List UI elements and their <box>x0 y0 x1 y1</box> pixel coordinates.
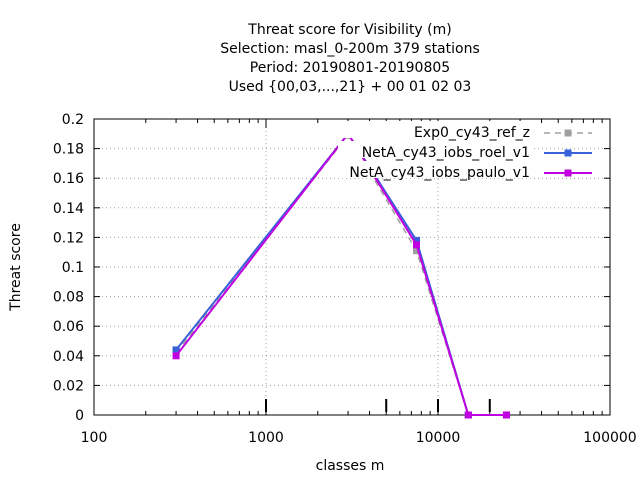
y-tick-label: 0.18 <box>53 142 84 158</box>
y-tick-label: 0.08 <box>53 290 84 306</box>
series-point-3 <box>502 411 510 419</box>
class-markers <box>265 399 491 412</box>
series <box>172 130 510 419</box>
series-point-3 <box>464 411 472 419</box>
title-line: Selection: masl_0-200m 379 stations <box>220 41 480 57</box>
y-tick-label: 0.04 <box>53 349 84 365</box>
y-tick-label: 0.1 <box>62 260 84 276</box>
y-tick-label: 0.2 <box>62 112 84 128</box>
legend-bg <box>338 141 534 158</box>
y-tick-label: 0.02 <box>53 378 84 394</box>
legend-label: NetA_cy43_iobs_paulo_v1 <box>349 165 530 181</box>
title-line: Used {00,03,...,21} + 00 01 02 03 <box>229 79 472 95</box>
x-axis: 100 1000 10000 100000 <box>81 119 637 446</box>
x-tick-label: 100000 <box>583 430 636 446</box>
y-tick-label: 0.06 <box>53 319 84 335</box>
legend-swatch-marker <box>564 169 572 177</box>
title-line: Period: 20190801-20190805 <box>250 60 450 76</box>
legend-swatch-marker <box>564 129 572 137</box>
y-axis: 0 0.02 0.04 0.06 0.08 0.1 0.12 0.14 0.16 0.18 0.2 <box>53 112 610 424</box>
y-tick-label: 0.14 <box>53 201 84 217</box>
legend-swatch-marker <box>564 149 572 157</box>
series-point-2 <box>172 346 180 354</box>
legend-bg <box>338 161 534 178</box>
legend-label: NetA_cy43_iobs_roel_v1 <box>362 145 530 161</box>
series-point-2 <box>413 236 421 244</box>
title-line: Threat score for Visibility (m) <box>247 22 451 38</box>
x-tick-label: 10000 <box>416 430 461 446</box>
x-axis-label: classes m <box>316 458 385 474</box>
legend-label: Exp0_cy43_ref_z <box>414 125 530 141</box>
series-point-3 <box>413 241 421 249</box>
series-point-1 <box>413 247 421 255</box>
chart-title: Threat score for Visibility (m) Selection… <box>220 22 480 95</box>
y-axis-label: Threat score <box>8 223 24 312</box>
grid <box>94 119 610 415</box>
y-tick-label: 0.12 <box>53 230 84 246</box>
x-tick-label: 100 <box>81 430 108 446</box>
x-tick-label: 1000 <box>248 430 284 446</box>
series-point-3 <box>172 352 180 360</box>
legend: Exp0_cy43_ref_z NetA_cy43_iobs_roel_v1 Net… <box>338 121 592 181</box>
y-tick-label: 0 <box>75 408 84 424</box>
legend-bg <box>338 121 534 138</box>
y-tick-label: 0.16 <box>53 171 84 187</box>
